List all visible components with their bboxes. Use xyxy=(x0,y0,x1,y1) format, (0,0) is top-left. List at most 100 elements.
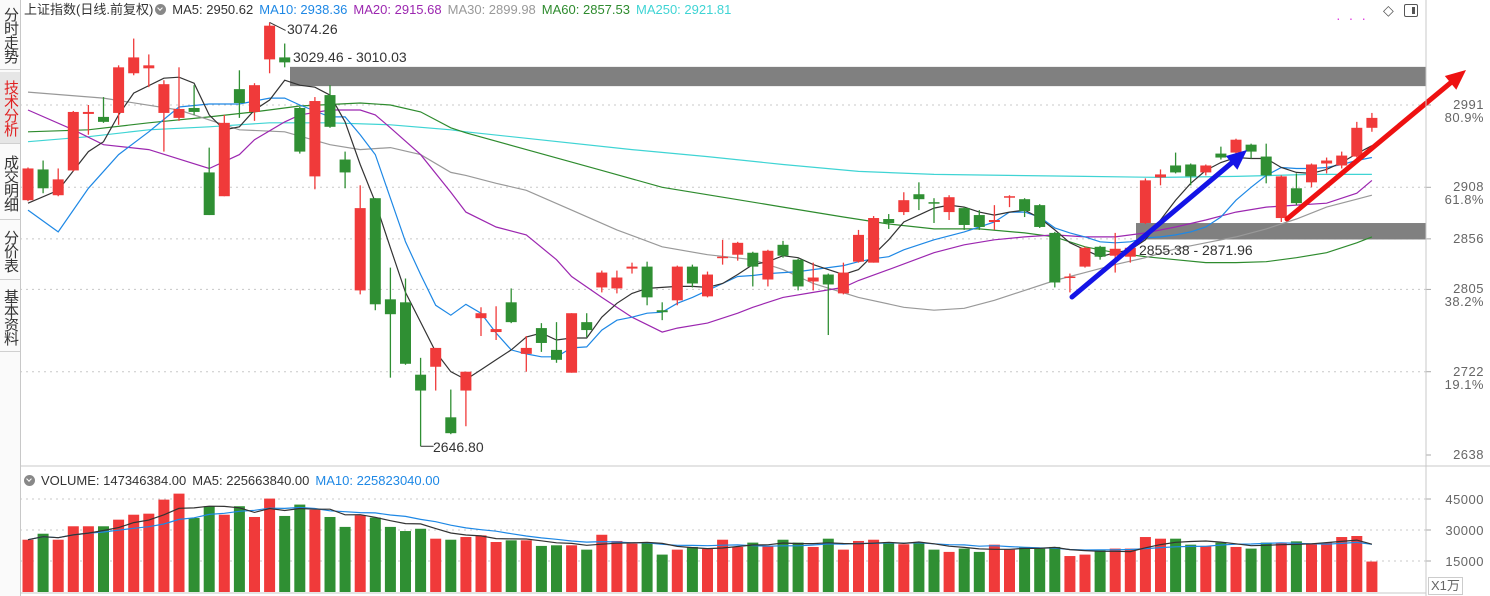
volume-bar xyxy=(1064,556,1076,592)
candle-up xyxy=(1306,164,1317,183)
volume-bar xyxy=(596,534,608,592)
low-price-label: 2646.80 xyxy=(433,439,484,455)
tab-intraday[interactable]: 分时走势 xyxy=(0,0,20,70)
volume-bar xyxy=(203,506,215,592)
ma250-value: MA250: 2921.81 xyxy=(635,2,732,17)
candle-up xyxy=(868,218,880,263)
volume-bar xyxy=(67,526,79,592)
volume-bar xyxy=(822,538,834,592)
candle-up xyxy=(898,200,910,213)
candle-down xyxy=(777,244,789,256)
volume-bar xyxy=(490,541,502,592)
volume-bar xyxy=(656,554,668,592)
candle-up xyxy=(1004,196,1015,198)
volume-bar xyxy=(113,519,125,592)
volume-bar xyxy=(128,514,140,592)
candle-up xyxy=(671,266,683,301)
price-tick-label: 2908 61.8% xyxy=(1445,180,1484,206)
candle-up xyxy=(143,65,155,69)
tab-fundamentals[interactable]: 基本资料 xyxy=(0,282,20,352)
candle-up xyxy=(1275,176,1287,219)
more-dots-icon[interactable]: ··· xyxy=(1336,10,1374,26)
candle-up xyxy=(218,122,230,197)
volume-bar xyxy=(339,526,351,592)
volume-bar xyxy=(717,539,729,592)
trend-arrows xyxy=(1069,70,1466,300)
candle-up xyxy=(762,250,774,280)
volume-bar xyxy=(264,498,276,592)
candle-up xyxy=(1230,139,1242,153)
volume-bar xyxy=(173,493,185,592)
candle-down xyxy=(958,208,970,225)
volume-bar xyxy=(641,543,653,592)
volume-bar xyxy=(1245,548,1257,592)
candle-down xyxy=(551,349,562,360)
volume-bar xyxy=(233,506,245,592)
dropdown-circle-icon[interactable] xyxy=(24,475,35,486)
candle-up xyxy=(354,208,366,291)
volume-bar xyxy=(566,545,578,592)
candle-up xyxy=(732,242,744,255)
volume-ma10-value: MA10: 225823040.00 xyxy=(315,473,440,488)
candle-down xyxy=(445,417,457,434)
tab-technical-analysis[interactable]: 技术分析 xyxy=(0,72,20,144)
volume-ma10-line xyxy=(27,506,1372,551)
candle-up xyxy=(1336,155,1348,166)
blue-trend-arrow-head xyxy=(1225,150,1247,170)
volume-value: VOLUME: 147346384.00 xyxy=(41,473,187,488)
volume-bar xyxy=(188,518,200,592)
volume-bar xyxy=(792,542,804,592)
volume-bar xyxy=(837,549,849,592)
volume-bar xyxy=(324,516,336,592)
volume-bar xyxy=(1321,542,1333,592)
candle-down xyxy=(324,95,336,127)
volume-bar xyxy=(143,513,155,592)
high-price-label: 3074.26 xyxy=(287,21,338,37)
volume-bar xyxy=(279,515,291,592)
tab-price-distribution[interactable]: 分价表 xyxy=(0,222,20,280)
candle-down xyxy=(1185,164,1197,177)
volume-bar xyxy=(98,526,109,592)
candle-up xyxy=(1139,180,1151,223)
candle-up xyxy=(1079,247,1091,267)
candle-down xyxy=(822,274,834,285)
candle-up xyxy=(128,57,140,74)
volume-bar xyxy=(732,546,744,592)
volume-bar xyxy=(928,549,940,592)
candle-down xyxy=(1049,232,1061,283)
tab-trade-details[interactable]: 成交明细 xyxy=(0,146,20,220)
price-tick-value: 2991 xyxy=(1453,97,1484,112)
candle-up xyxy=(1351,127,1363,157)
volume-bar xyxy=(626,543,638,592)
candle-down xyxy=(1034,205,1046,227)
volume-bar xyxy=(1275,542,1287,592)
candle-up xyxy=(566,313,578,373)
volume-bar xyxy=(777,539,789,592)
candle-up xyxy=(309,101,321,177)
panel-toggle-icon[interactable] xyxy=(1403,4,1418,17)
volume-bar xyxy=(1049,546,1061,592)
diamond-icon[interactable]: ◇ xyxy=(1383,2,1394,18)
volume-bar xyxy=(52,539,64,592)
candle-up xyxy=(1321,160,1333,164)
candle-up xyxy=(626,266,638,269)
candle-down xyxy=(686,266,698,284)
volume-bars xyxy=(22,493,1378,592)
volume-bar xyxy=(400,531,411,592)
candle-down xyxy=(400,302,411,364)
volume-bar xyxy=(535,545,547,592)
candle-down xyxy=(641,266,653,298)
volume-bar xyxy=(430,538,442,592)
volume-bar xyxy=(309,509,321,592)
volume-bar xyxy=(1185,544,1197,592)
candle-down xyxy=(203,172,215,216)
dropdown-circle-icon[interactable] xyxy=(155,4,167,15)
volume-bar xyxy=(1170,538,1182,592)
volume-bar xyxy=(1019,546,1031,592)
candle-up xyxy=(717,256,729,259)
volume-bar xyxy=(943,551,955,592)
candle-down xyxy=(656,310,668,313)
volume-bar xyxy=(37,533,49,592)
volume-tick-label: 45000 xyxy=(1445,492,1484,507)
